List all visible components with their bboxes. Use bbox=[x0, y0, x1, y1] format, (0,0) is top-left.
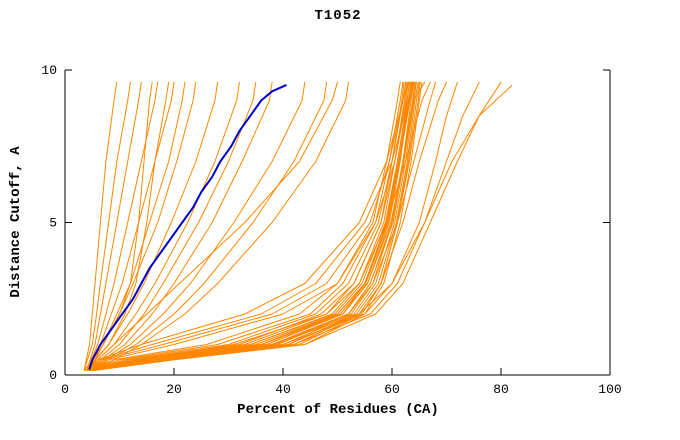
y-tick-label: 5 bbox=[49, 216, 57, 231]
model-curve bbox=[91, 81, 349, 371]
model-curve bbox=[89, 81, 306, 371]
y-tick-label: 0 bbox=[49, 368, 57, 383]
model-curve bbox=[86, 81, 409, 371]
model-curve bbox=[86, 81, 240, 371]
model-curve bbox=[86, 81, 338, 371]
highlight-curve bbox=[88, 84, 287, 370]
model-curve bbox=[86, 81, 408, 371]
model-curve bbox=[89, 81, 273, 371]
x-tick-label: 60 bbox=[384, 382, 400, 397]
model-curve bbox=[91, 81, 423, 371]
model-curve bbox=[89, 81, 426, 371]
model-curve bbox=[86, 81, 407, 371]
model-curve bbox=[91, 81, 419, 371]
x-tick-label: 100 bbox=[598, 382, 621, 397]
model-curve bbox=[91, 84, 513, 371]
x-tick-label: 0 bbox=[61, 382, 69, 397]
model-curve bbox=[86, 81, 409, 371]
model-curve bbox=[86, 81, 412, 371]
model-curve bbox=[86, 81, 175, 371]
model-curve bbox=[83, 81, 118, 371]
model-curve bbox=[86, 81, 404, 371]
model-curve bbox=[91, 81, 480, 371]
model-curve bbox=[89, 81, 420, 371]
x-tick-label: 40 bbox=[275, 382, 291, 397]
x-axis-label: Percent of Residues (CA) bbox=[237, 402, 439, 418]
model-curve bbox=[86, 81, 153, 371]
model-curve bbox=[89, 81, 410, 371]
x-tick-label: 80 bbox=[493, 382, 509, 397]
model-curve bbox=[91, 81, 431, 371]
model-curve bbox=[86, 81, 257, 371]
model-curve bbox=[86, 81, 159, 371]
y-tick-label: 10 bbox=[41, 63, 57, 78]
model-curve bbox=[91, 81, 328, 371]
model-curve bbox=[94, 81, 502, 371]
model-curve bbox=[86, 81, 170, 371]
model-curve bbox=[86, 81, 142, 371]
x-tick-label: 20 bbox=[166, 382, 182, 397]
model-curve bbox=[83, 81, 131, 371]
chart-title: T1052 bbox=[314, 8, 362, 24]
